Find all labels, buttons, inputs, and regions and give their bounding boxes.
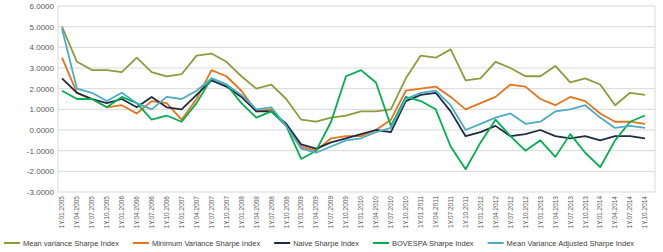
x-tick-label: 1Y.10.2014 bbox=[641, 196, 648, 229]
x-tick-label: 1Y.04.2013 bbox=[552, 196, 559, 229]
legend-label: Naive Sharpe Index bbox=[293, 239, 359, 248]
legend-swatch bbox=[274, 242, 290, 244]
x-tick-label: 1Y.04.2012 bbox=[492, 196, 499, 229]
y-tick-label: 5.0000 bbox=[30, 23, 55, 32]
series-group bbox=[62, 27, 645, 170]
x-tick-label: 1Y.07.2014 bbox=[626, 196, 633, 229]
x-tick-label: 1Y.01.2012 bbox=[477, 196, 484, 229]
y-tick-label: 1.0000 bbox=[30, 105, 55, 114]
x-tick-label: 1Y.04.2005 bbox=[73, 196, 80, 229]
x-tick-label: 1Y.10.2011 bbox=[462, 196, 469, 228]
x-tick-label: 1Y.04.2010 bbox=[372, 196, 379, 229]
x-tick-label: 1Y.07.2013 bbox=[567, 196, 574, 229]
x-tick-label: 1Y.04.2006 bbox=[133, 196, 140, 229]
grid-line bbox=[58, 26, 655, 27]
legend-swatch bbox=[373, 242, 389, 244]
x-tick-label: 1Y.01.2013 bbox=[537, 196, 544, 229]
grid-line bbox=[58, 47, 655, 48]
series-line bbox=[62, 29, 645, 153]
x-tick-label: 1Y.01.2014 bbox=[596, 196, 603, 229]
x-tick-label: 1Y.01.2006 bbox=[118, 196, 125, 229]
x-tick-label: 1Y.07.2012 bbox=[507, 196, 514, 229]
grid-line bbox=[58, 130, 655, 131]
x-tick-label: 1Y.10.2006 bbox=[163, 196, 170, 229]
y-tick-label: 3.0000 bbox=[30, 64, 55, 73]
legend-swatch bbox=[4, 242, 20, 244]
x-tick-label: 1Y.07.2010 bbox=[387, 196, 394, 229]
grid-line bbox=[58, 171, 655, 172]
y-tick-label: 0.0000 bbox=[30, 126, 55, 135]
x-tick-label: 1Y.01.2005 bbox=[58, 196, 65, 229]
y-tick-label: 6.0000 bbox=[30, 2, 55, 11]
y-tick-label: -2.0000 bbox=[27, 167, 55, 176]
y-tick-label: -1.0000 bbox=[27, 147, 55, 156]
grid-line bbox=[58, 6, 655, 7]
x-tick-label: 1Y.04.2009 bbox=[312, 196, 319, 229]
legend-label: Mean Variance Adjusted Sharpe Index bbox=[507, 239, 635, 248]
legend-swatch bbox=[488, 242, 504, 244]
x-tick-label: 1Y.04.2011 bbox=[432, 196, 439, 228]
x-tick-label: 1Y.04.2007 bbox=[193, 196, 200, 229]
series-line bbox=[62, 58, 645, 151]
x-tick-label: 1Y.10.2005 bbox=[103, 196, 110, 229]
x-tick-label: 1Y.04.2014 bbox=[611, 196, 618, 229]
series-line bbox=[62, 78, 645, 148]
x-tick-label: 1Y.10.2012 bbox=[522, 196, 529, 229]
y-tick-label: 4.0000 bbox=[30, 43, 55, 52]
plot-frame-right bbox=[655, 6, 656, 192]
y-tick-label: -3.0000 bbox=[27, 188, 55, 197]
x-tick-label: 1Y.07.2008 bbox=[268, 196, 275, 229]
x-tick-label: 1Y.04.2008 bbox=[253, 196, 260, 229]
y-tick-label: 2.0000 bbox=[30, 85, 55, 94]
x-tick-label: 1Y.10.2009 bbox=[342, 196, 349, 229]
plot-frame-left bbox=[58, 6, 59, 192]
x-tick-label: 1Y.01.2009 bbox=[297, 196, 304, 229]
legend-swatch bbox=[133, 242, 149, 244]
x-tick-label: 1Y.01.2010 bbox=[357, 196, 364, 229]
legend-label: Minimum Variance Sharpe Index bbox=[152, 239, 260, 248]
x-tick-label: 1Y.10.2013 bbox=[582, 196, 589, 229]
series-line bbox=[62, 70, 645, 169]
grid-line bbox=[58, 150, 655, 151]
x-tick-label: 1Y.10.2010 bbox=[402, 196, 409, 229]
x-tick-label: 1Y.07.2011 bbox=[447, 196, 454, 228]
x-tick-label: 1Y.07.2006 bbox=[148, 196, 155, 229]
x-tick-label: 1Y.07.2007 bbox=[208, 196, 215, 229]
grid-line bbox=[58, 88, 655, 89]
x-tick-label: 1Y.01.2011 bbox=[417, 196, 424, 228]
x-tick-label: 1Y.01.2007 bbox=[178, 196, 185, 229]
x-tick-label: 1Y.10.2008 bbox=[283, 196, 290, 229]
x-tick-label: 1Y.07.2009 bbox=[327, 196, 334, 229]
x-tick-label: 1Y.07.2005 bbox=[88, 196, 95, 229]
legend-label: Mean variance Sharpe Index bbox=[23, 239, 119, 248]
x-tick-label: 1Y.01.2008 bbox=[238, 196, 245, 229]
x-tick-label: 1Y.10.2007 bbox=[223, 196, 230, 229]
legend-label: BOVESPA Sharpe Index bbox=[392, 239, 474, 248]
grid-line bbox=[58, 192, 655, 193]
